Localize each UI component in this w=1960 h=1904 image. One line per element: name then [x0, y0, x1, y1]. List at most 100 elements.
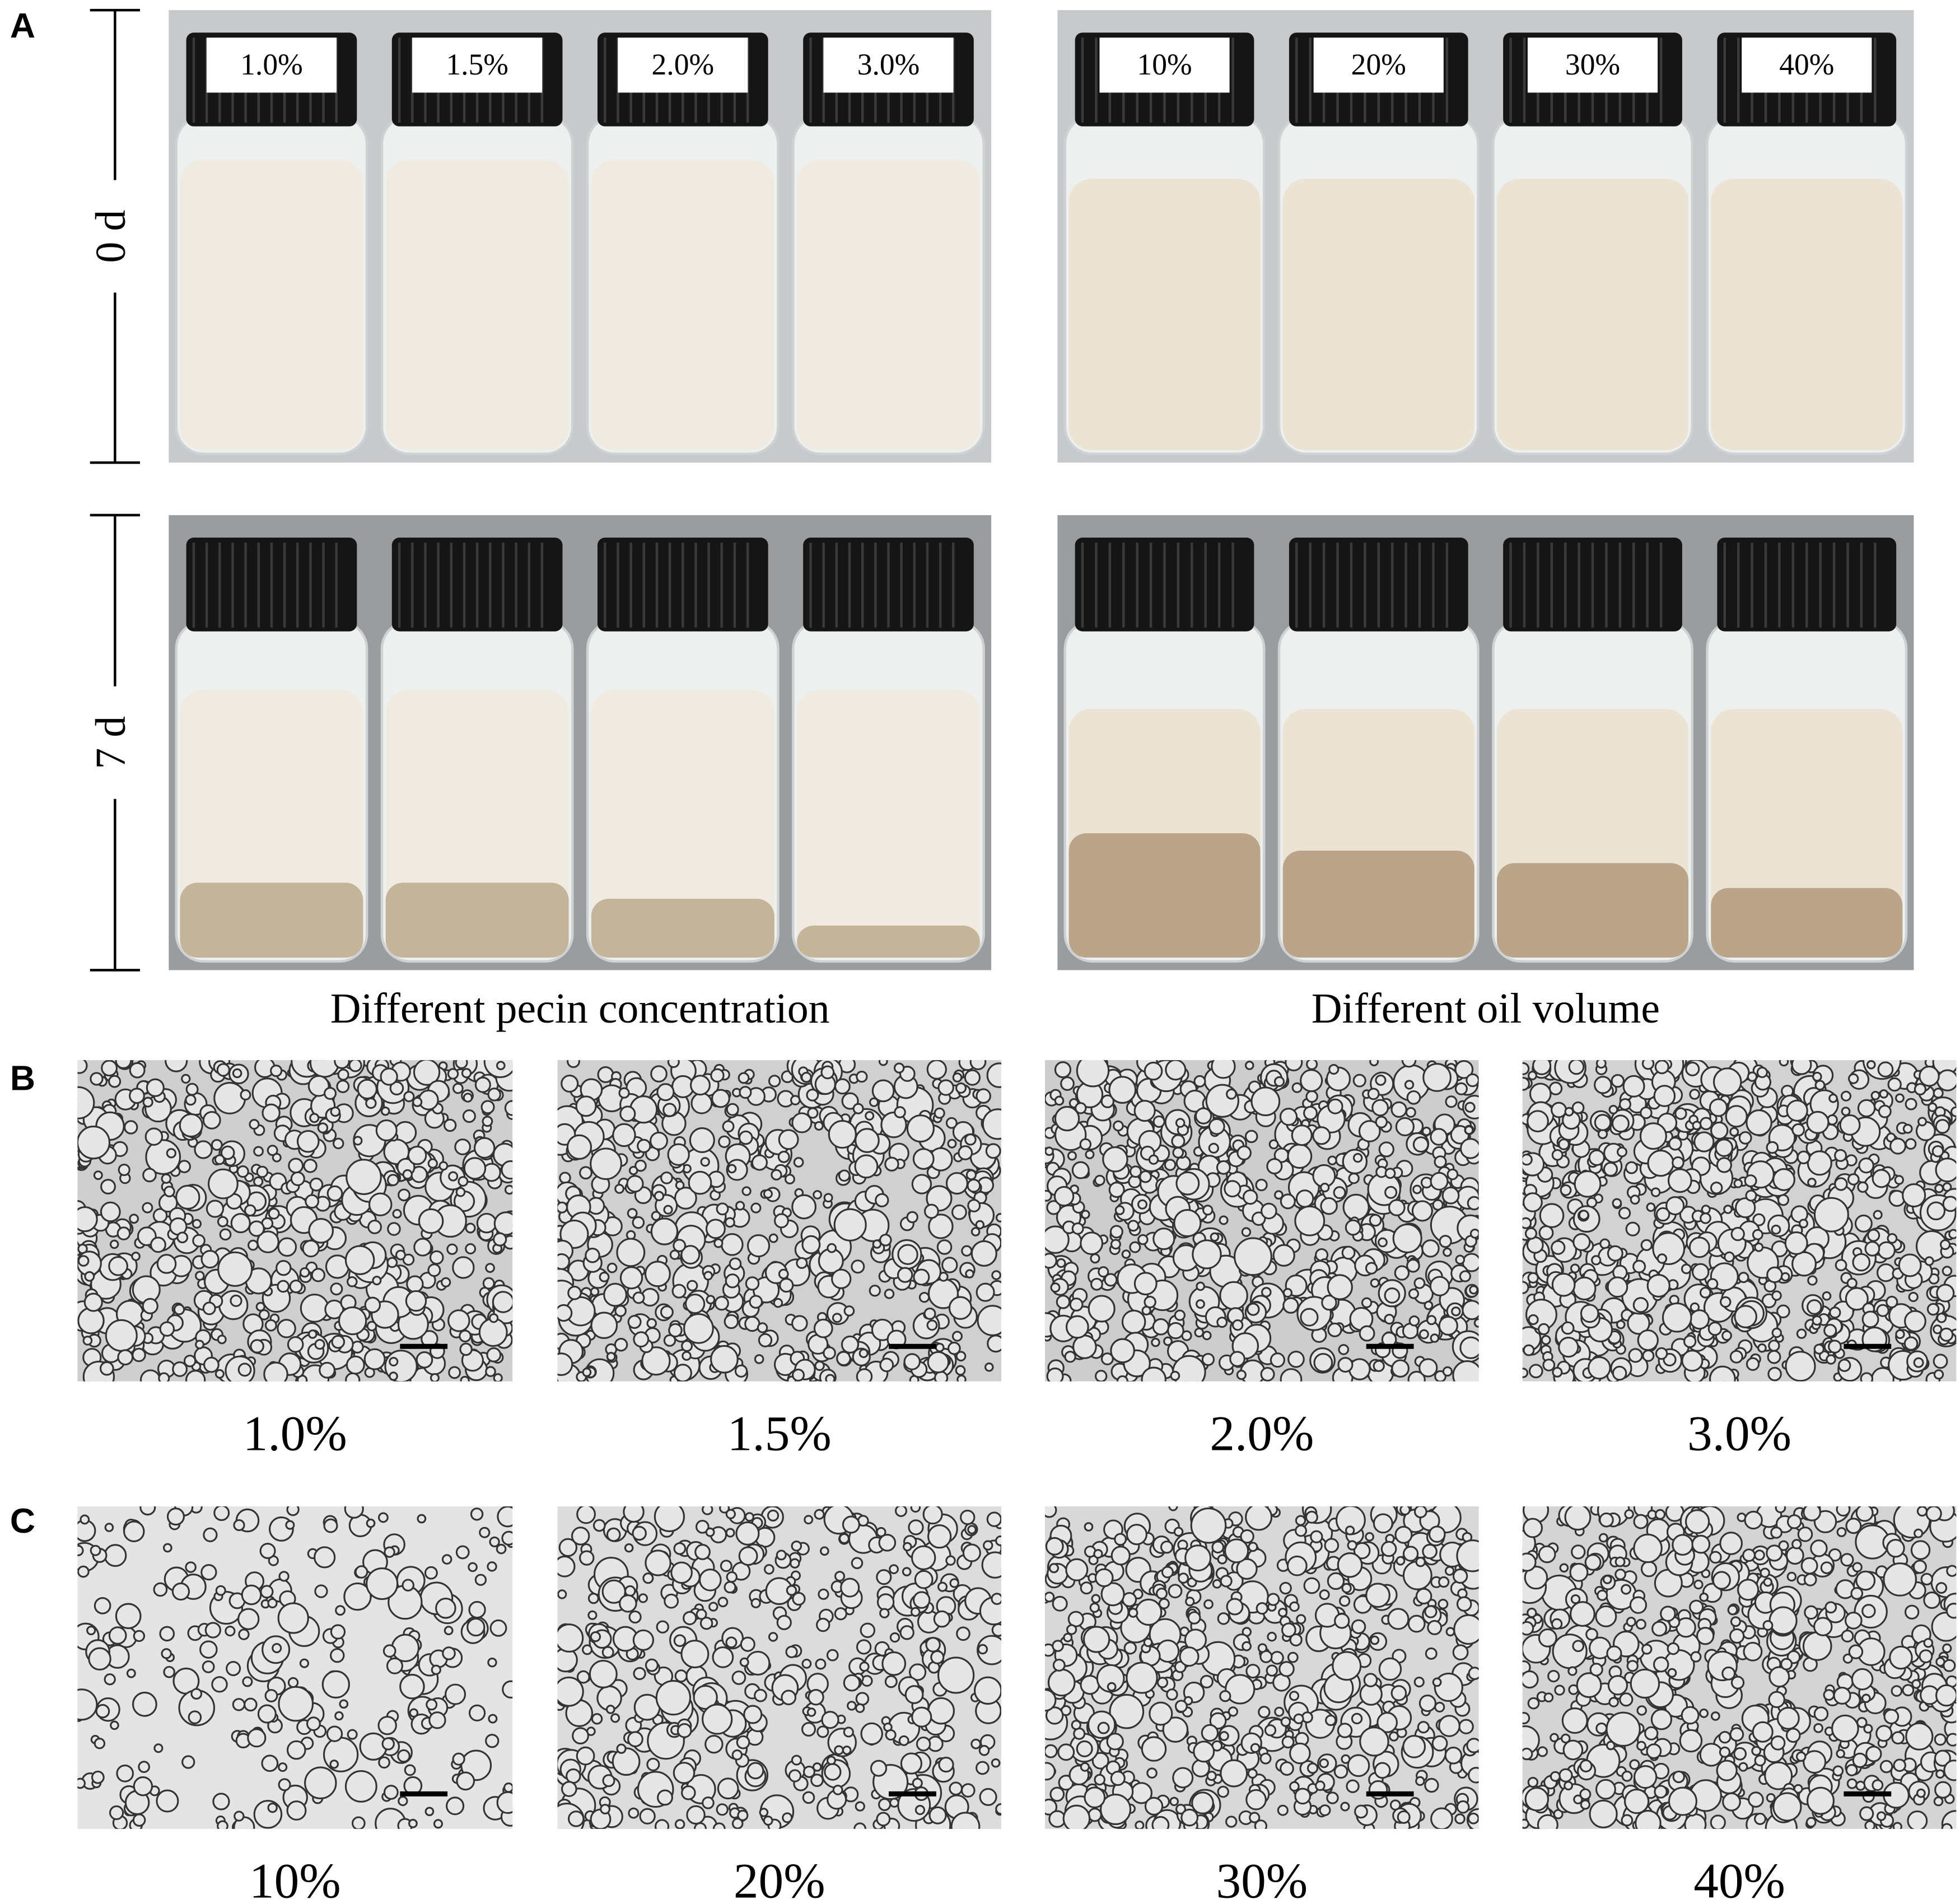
vial-label: 3.0% [857, 48, 920, 81]
droplet [326, 1725, 343, 1742]
droplet [1226, 1088, 1237, 1100]
droplet [378, 1756, 390, 1769]
droplet [567, 1060, 580, 1068]
droplet [976, 1282, 995, 1302]
droplet [977, 1644, 988, 1655]
droplet [132, 1347, 146, 1362]
droplet [1079, 1138, 1092, 1151]
bubbles [1522, 1060, 1957, 1382]
droplet [1084, 1786, 1106, 1809]
droplet [1289, 1633, 1303, 1646]
droplet [1776, 1304, 1790, 1319]
droplet [662, 1103, 677, 1117]
droplet [1054, 1105, 1080, 1132]
droplet [1266, 1593, 1280, 1606]
droplet [86, 1625, 96, 1636]
droplet [230, 1212, 251, 1234]
droplet [1699, 1286, 1711, 1299]
droplet [392, 1208, 402, 1219]
droplet [852, 1103, 864, 1114]
droplet [782, 1812, 793, 1823]
droplet [945, 1555, 956, 1566]
droplet [426, 1698, 438, 1711]
droplet [217, 1251, 253, 1287]
droplet [195, 1271, 205, 1281]
droplet [1178, 1572, 1189, 1584]
droplet [468, 1704, 486, 1721]
droplet [347, 1729, 358, 1740]
droplet [166, 1508, 185, 1526]
droplet [244, 1204, 256, 1217]
droplet [991, 1593, 1001, 1605]
droplet [185, 1370, 206, 1382]
droplet [1345, 1219, 1361, 1236]
droplet [758, 1333, 773, 1347]
droplet [1837, 1359, 1851, 1372]
droplet [945, 1117, 958, 1129]
droplet [875, 1193, 889, 1207]
droplet [1625, 1221, 1640, 1236]
droplet [1045, 1537, 1064, 1556]
droplet [1133, 1100, 1156, 1122]
droplet [487, 1657, 497, 1668]
droplet [1743, 1641, 1763, 1662]
droplet [1857, 1181, 1869, 1193]
droplet [277, 1319, 296, 1338]
droplet [236, 1165, 249, 1178]
droplet [591, 1713, 603, 1725]
droplet [1148, 1154, 1159, 1165]
droplet [1338, 1344, 1350, 1355]
droplet [412, 1096, 423, 1107]
droplet [965, 1269, 974, 1278]
droplet [1369, 1060, 1379, 1067]
droplet [1438, 1715, 1460, 1737]
droplet [1121, 1249, 1131, 1259]
droplet [1128, 1608, 1138, 1618]
droplet [1244, 1061, 1254, 1070]
droplet [1829, 1306, 1841, 1319]
droplet [958, 1145, 973, 1160]
droplet [323, 1737, 359, 1772]
droplet [1293, 1713, 1304, 1724]
droplet [947, 1341, 961, 1355]
droplet [1766, 1141, 1779, 1154]
droplet [1891, 1685, 1903, 1697]
droplet [956, 1374, 967, 1382]
droplet [1173, 1527, 1184, 1537]
droplet [913, 1268, 930, 1286]
droplet [1813, 1343, 1824, 1355]
droplet [1375, 1074, 1387, 1086]
droplet [1870, 1090, 1880, 1100]
droplet [485, 1263, 495, 1273]
droplet [802, 1791, 815, 1804]
droplet [90, 1544, 101, 1556]
droplet [955, 1365, 966, 1376]
droplet [1526, 1236, 1544, 1254]
droplet [1418, 1358, 1438, 1378]
droplet [1438, 1576, 1450, 1588]
droplet [242, 1676, 253, 1687]
droplet [427, 1158, 438, 1169]
droplet [673, 1542, 687, 1555]
droplet [1459, 1336, 1479, 1359]
droplet [910, 1607, 921, 1617]
droplet [906, 1211, 918, 1224]
droplet [255, 1301, 265, 1312]
droplet [773, 1298, 783, 1308]
droplet [1936, 1069, 1957, 1091]
droplet [108, 1075, 122, 1088]
droplet [1412, 1184, 1422, 1194]
droplet [331, 1334, 346, 1349]
droplet [1712, 1067, 1742, 1096]
droplet [1898, 1253, 1922, 1277]
droplet [1046, 1367, 1064, 1382]
droplet [433, 1819, 444, 1829]
droplet [1191, 1759, 1210, 1777]
droplet [1236, 1558, 1258, 1580]
droplet [1289, 1691, 1300, 1701]
droplet [736, 1735, 750, 1749]
droplet [399, 1673, 425, 1700]
droplet [1411, 1200, 1433, 1222]
droplet [1845, 1764, 1858, 1776]
droplet [77, 1544, 84, 1556]
